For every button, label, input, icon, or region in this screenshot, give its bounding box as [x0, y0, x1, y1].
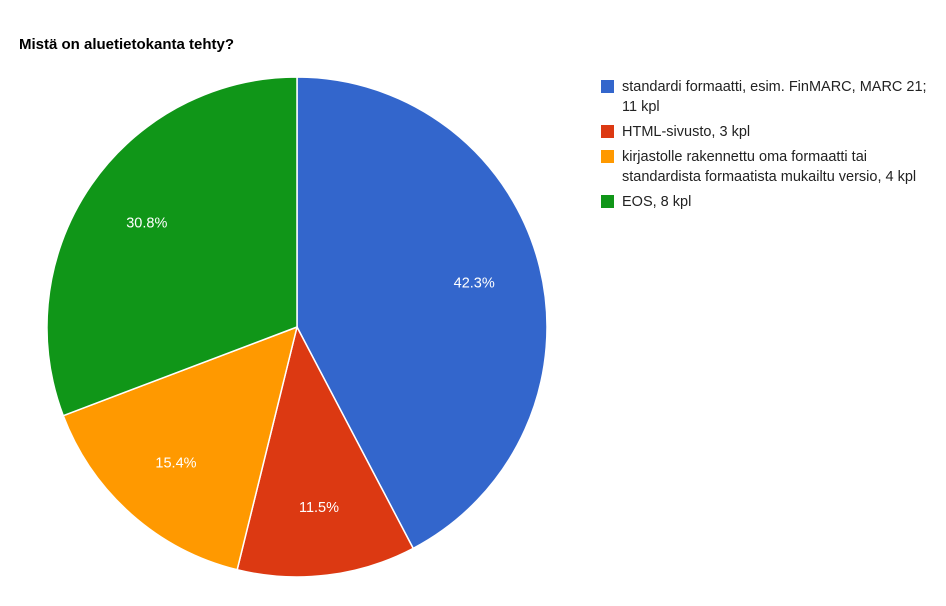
legend-item-1: HTML-sivusto, 3 kpl	[601, 122, 931, 142]
pie-slice-1[interactable]	[236, 324, 415, 578]
legend-item-2: kirjastolle rakennettu oma formaatti tai…	[601, 147, 931, 187]
slice-percent-label-0: 42.3%	[454, 275, 495, 291]
pie-slice-2[interactable]	[62, 325, 299, 571]
legend-label-1: HTML-sivusto, 3 kpl	[622, 124, 751, 140]
legend-label-2: kirjastolle rakennettu oma formaatti tai…	[622, 149, 917, 185]
legend-label-0: standardi formaatti, esim. FinMARC, MARC…	[622, 79, 927, 115]
pie-slice-labels: 42.3% 11.5% 15.4% 30.8%	[126, 215, 495, 516]
legend-swatch-3	[601, 195, 614, 208]
legend-item-3: EOS, 8 kpl	[601, 192, 931, 212]
slice-percent-label-2: 15.4%	[155, 456, 196, 472]
legend-swatch-0	[601, 80, 614, 93]
chart-legend: standardi formaatti, esim. FinMARC, MARC…	[601, 77, 931, 217]
legend-item-0: standardi formaatti, esim. FinMARC, MARC…	[601, 77, 931, 117]
chart-title: Mistä on aluetietokanta tehty?	[19, 36, 235, 53]
slice-percent-label-1: 11.5%	[299, 500, 339, 516]
legend-label-3: EOS, 8 kpl	[622, 194, 692, 210]
legend-swatch-2	[601, 150, 614, 163]
slice-percent-label-3: 30.8%	[126, 215, 167, 231]
pie-slices	[46, 76, 548, 578]
pie-slice-0[interactable]	[296, 76, 548, 550]
legend-swatch-1	[601, 125, 614, 138]
pie-slice-3[interactable]	[46, 76, 298, 417]
